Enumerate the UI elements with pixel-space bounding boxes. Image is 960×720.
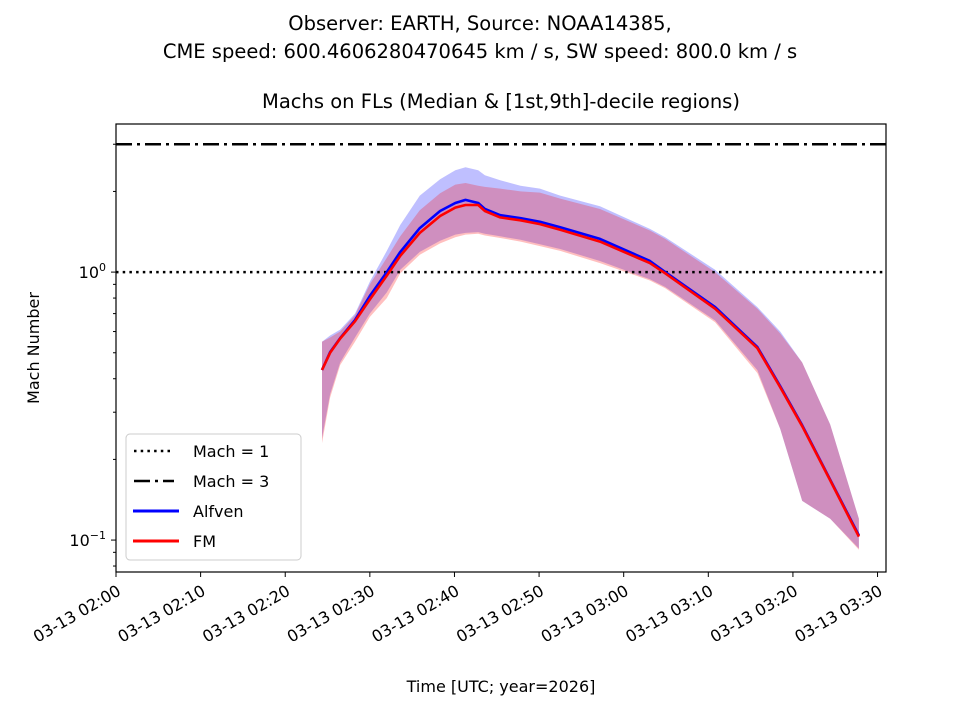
x-tick-label: 03-13 03:00: [538, 581, 632, 646]
axes-title: Machs on FLs (Median & [1st,9th]-decile …: [262, 90, 740, 113]
decile-bands: [322, 167, 859, 550]
x-tick-label: 03-13 02:20: [199, 581, 293, 646]
axes-frame: [115, 123, 887, 573]
x-tick-label: 03-13 02:10: [115, 581, 209, 646]
x-tick-label: 03-13 03:30: [791, 581, 885, 646]
y-tick-label: 100: [79, 261, 106, 282]
x-tick-label: 03-13 02:40: [368, 581, 462, 646]
figure-suptitle-line-1: Observer: EARTH, Source: NOAA14385,: [288, 12, 672, 35]
x-axis-label: Time [UTC; year=2026]: [406, 677, 596, 696]
median-lines: [320, 198, 861, 538]
x-tick-label: 03-13 02:50: [453, 581, 547, 646]
band-fm: [322, 183, 859, 550]
figure-suptitle-line-2: CME speed: 600.4606280470645 km / s, SW …: [162, 40, 798, 63]
median-line-fm: [320, 203, 861, 538]
band-alfven: [322, 167, 859, 549]
x-tick-label: 03-13 03:20: [707, 581, 801, 646]
y-axis-label: Mach Number: [24, 292, 43, 404]
legend-label-alfven: Alfven: [193, 502, 243, 521]
x-tick-label: 03-13 02:30: [284, 581, 378, 646]
x-tick-label: 03-13 02:00: [30, 581, 124, 646]
legend-box: [125, 433, 302, 561]
x-tick-label: 03-13 03:10: [622, 581, 716, 646]
legend-label-mach-3: Mach = 3: [193, 472, 269, 491]
legend-label-fm: FM: [193, 532, 216, 551]
reference-lines: [116, 142, 886, 274]
y-tick-label: 10−1: [69, 529, 106, 550]
y-axis: 100 10−1: [69, 143, 116, 567]
legend-label-mach-1: Mach = 1: [193, 442, 269, 461]
legend: Mach = 1 Mach = 3 Alfven FM: [125, 433, 302, 561]
